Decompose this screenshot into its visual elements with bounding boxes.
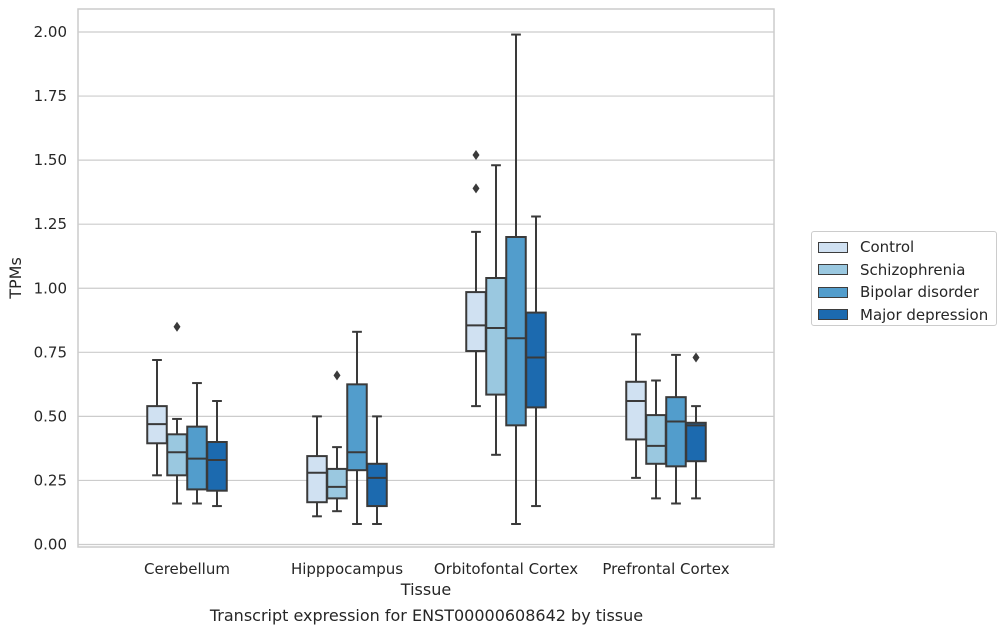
y-tick-label: 1.75 (34, 87, 67, 105)
box (166, 433, 188, 477)
box (645, 414, 667, 465)
box (625, 380, 647, 441)
x-tick-label: Prefrontal Cortex (602, 560, 729, 578)
legend-swatch (818, 309, 848, 321)
legend: Control Schizophrenia Bipolar disorder Majo… (811, 231, 997, 326)
y-tick-label: 0.75 (34, 343, 67, 361)
y-tick-label: 0.25 (34, 471, 67, 489)
plot-frame (77, 8, 775, 548)
box (465, 291, 487, 353)
x-tick-label: Cerebellum (144, 560, 230, 578)
legend-item: Major depression (818, 304, 996, 327)
box (485, 277, 507, 396)
box-orbitofontal-cortex-control (465, 150, 487, 408)
legend-label: Schizophrenia (860, 260, 966, 279)
outlier-point (472, 150, 480, 160)
legend-item: Control (818, 236, 996, 259)
outlier-point (333, 370, 341, 381)
x-tick-labels: Cerebellum Hipppocampus Orbitofontal Corte… (144, 560, 730, 578)
outlier-point (173, 321, 181, 332)
box-hipppocampus-bipolar-disorder (346, 330, 368, 525)
box-groups (146, 33, 707, 525)
y-tick-labels: 0.00 0.25 0.50 0.75 1.00 1.25 1.50 1.75 2.00 (34, 23, 67, 554)
y-tick-label: 2.00 (34, 23, 67, 41)
box-prefrontal-cortex-control (625, 333, 647, 479)
box (346, 383, 368, 472)
box (206, 441, 228, 492)
legend-item: Bipolar disorder (818, 281, 996, 304)
y-tick-label: 1.00 (34, 279, 67, 297)
box-cerebellum-bipolar-disorder (186, 382, 208, 505)
box-cerebellum-major-depression (206, 400, 228, 508)
legend-label: Bipolar disorder (860, 283, 979, 302)
y-tick-label: 1.25 (34, 215, 67, 233)
box-prefrontal-cortex-bipolar-disorder (665, 353, 687, 505)
x-tick-label: Hipppocampus (291, 560, 403, 578)
x-axis-label: Tissue (400, 580, 451, 599)
box (306, 455, 328, 504)
box (326, 467, 348, 500)
box-cerebellum-control (146, 359, 168, 477)
box-hipppocampus-schizophrenia (326, 370, 348, 513)
y-tick-label: 0.50 (34, 407, 67, 425)
box-orbitofontal-cortex-bipolar-disorder (505, 33, 527, 525)
figure-caption: Transcript expression for ENST0000060864… (209, 606, 644, 625)
box (665, 396, 687, 468)
legend-swatch (818, 241, 848, 253)
box-prefrontal-cortex-schizophrenia (645, 379, 667, 500)
box-cerebellum-schizophrenia (166, 321, 188, 505)
legend-label: Control (860, 238, 915, 257)
box (366, 462, 388, 508)
box (685, 421, 707, 463)
x-tick-label: Orbitofontal Cortex (434, 560, 578, 578)
box-hipppocampus-major-depression (366, 415, 388, 525)
box-orbitofontal-cortex-schizophrenia (485, 164, 507, 456)
legend-swatch (818, 286, 848, 298)
box-hipppocampus-control (306, 415, 328, 518)
y-axis-label: TPMs (6, 257, 25, 300)
box-orbitofontal-cortex-major-depression (525, 215, 547, 508)
y-tick-label: 1.50 (34, 151, 67, 169)
outlier-point (472, 183, 480, 194)
y-tick-label: 0.00 (34, 536, 67, 554)
legend-label: Major depression (860, 305, 989, 324)
box (525, 311, 547, 409)
box (505, 236, 527, 427)
legend-swatch (818, 264, 848, 276)
legend-item: Schizophrenia (818, 259, 996, 282)
box-prefrontal-cortex-major-depression (685, 352, 707, 500)
outlier-point (692, 352, 700, 363)
